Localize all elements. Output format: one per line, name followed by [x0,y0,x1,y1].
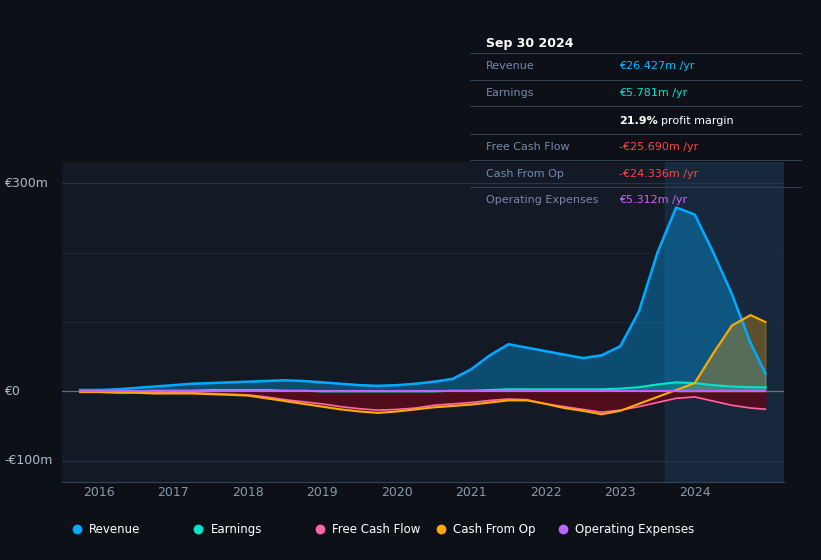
Text: profit margin: profit margin [661,115,733,125]
Text: 21.9%: 21.9% [619,115,658,125]
Text: Cash From Op: Cash From Op [453,522,536,536]
Text: -€24.336m /yr: -€24.336m /yr [619,169,699,179]
Text: €26.427m /yr: €26.427m /yr [619,62,695,71]
Text: Cash From Op: Cash From Op [486,169,564,179]
Bar [665,162,784,482]
Text: Operating Expenses: Operating Expenses [486,195,599,205]
Text: Earnings: Earnings [486,88,534,98]
Text: Revenue: Revenue [89,522,140,536]
Text: Operating Expenses: Operating Expenses [575,522,695,536]
Text: -€100m: -€100m [4,454,53,467]
Text: Earnings: Earnings [210,522,262,536]
Text: Free Cash Flow: Free Cash Flow [486,142,570,152]
Text: Revenue: Revenue [486,62,535,71]
Text: Free Cash Flow: Free Cash Flow [332,522,420,536]
Text: -€25.690m /yr: -€25.690m /yr [619,142,699,152]
Text: Sep 30 2024: Sep 30 2024 [486,37,574,50]
Text: €300m: €300m [4,177,48,190]
Text: €5.312m /yr: €5.312m /yr [619,195,687,205]
Text: €5.781m /yr: €5.781m /yr [619,88,687,98]
Text: €0: €0 [4,385,20,398]
